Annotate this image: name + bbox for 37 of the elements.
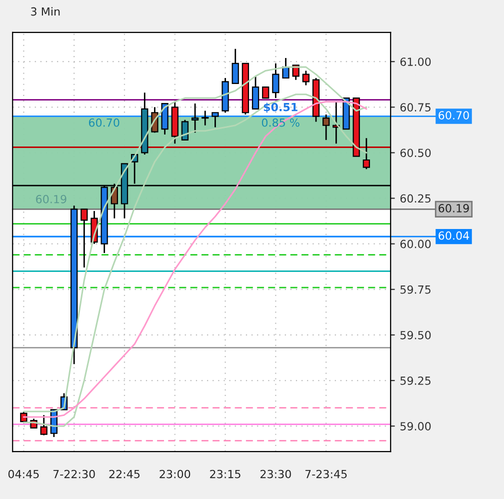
- y-tick-label: 59.00: [400, 422, 431, 430]
- y-tick-label: 60.50: [400, 148, 431, 158]
- y-tick-label: 60.25: [400, 194, 430, 203]
- x-tick-label: 23:30: [260, 470, 291, 478]
- candlestick: [302, 70, 310, 86]
- candlestick: [191, 102, 199, 134]
- candlestick: [272, 62, 280, 99]
- candlestick: [262, 86, 270, 99]
- y-tick-label: 61.00: [400, 58, 431, 66]
- candlestick: [252, 75, 260, 110]
- x-tick-label: 04:45: [8, 470, 39, 478]
- annotation: $0.51: [264, 102, 298, 113]
- y-tick-label: 59.50: [400, 330, 431, 340]
- candlestick: [322, 114, 330, 141]
- x-tick-label: 23:15: [210, 470, 240, 478]
- x-tick-label: 23:00: [160, 470, 190, 478]
- chart-title: 3 Min: [31, 7, 60, 16]
- x-tick-label: 22:45: [109, 470, 140, 478]
- candlestick: [232, 48, 239, 84]
- band-label: 60.19: [438, 204, 469, 212]
- candlestick: [202, 110, 209, 126]
- candlestick: [181, 119, 189, 141]
- x-tick-label: 7-22:30: [53, 470, 95, 478]
- candlestick: [212, 112, 219, 128]
- candlestick: [282, 57, 290, 79]
- y-tick-label: 60.75: [400, 103, 430, 112]
- annotation: 60.19: [36, 194, 66, 204]
- x-tick-label: 7-23:45: [305, 470, 347, 478]
- ref-line-label: 60.04: [438, 231, 470, 240]
- candlestick: [80, 208, 88, 268]
- candlestick: [362, 137, 370, 170]
- y-tick-label: 59.25: [400, 376, 430, 385]
- ref-line-label: 60.70: [438, 111, 469, 120]
- candlestick: [40, 414, 48, 436]
- y-tick-label: 60.00: [400, 240, 431, 248]
- annotation: 60.70: [88, 118, 120, 127]
- y-tick-label: 59.75: [400, 285, 430, 294]
